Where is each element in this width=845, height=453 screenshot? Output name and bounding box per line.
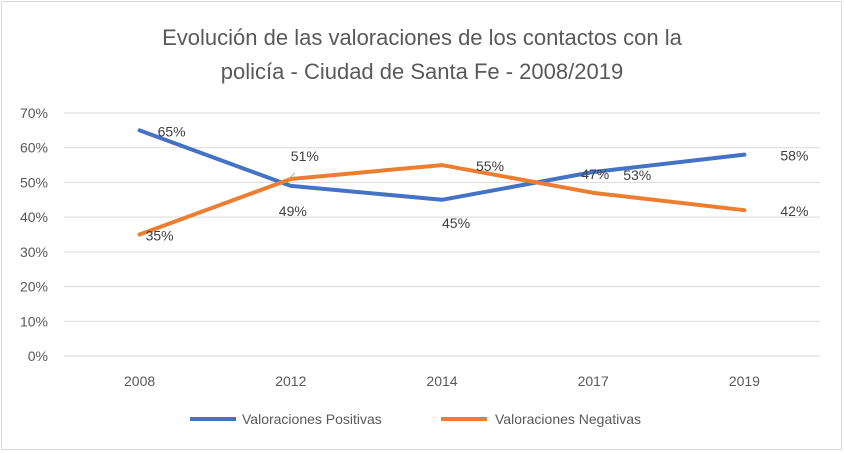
y-tick-label: 20% [20,279,48,295]
x-tick-label: 2008 [124,373,155,389]
x-tick-label: 2012 [275,373,306,389]
data-label: 53% [623,167,651,183]
y-tick-label: 10% [20,313,48,329]
series-line-negativas [137,163,747,237]
legend: Valoraciones Positivas Valoraciones Negat… [190,411,641,427]
y-tick-label: 50% [20,174,48,190]
data-label: 55% [476,158,504,174]
data-label: 58% [780,148,808,164]
x-tick-label: 2017 [578,373,609,389]
legend-label: Valoraciones Negativas [495,411,641,427]
x-tick-label: 2014 [426,373,457,389]
data-label: 47% [581,166,609,182]
y-tick-label: 0% [28,348,48,364]
data-label: 35% [146,228,174,244]
y-tick-label: 40% [20,209,48,225]
gridlines [64,112,820,357]
chart-title-line-1: Evolución de las valoraciones de los con… [162,25,683,50]
series-line-positivas [137,128,747,202]
label-leader-line [287,172,296,181]
data-label: 42% [780,203,808,219]
data-labels: 65% 49% 45% 53% 58% 35% 51% 55% 47% 42% [146,123,809,243]
y-tick-label: 60% [20,140,48,156]
x-tick-label: 2019 [729,373,760,389]
legend-label: Valoraciones Positivas [242,411,382,427]
data-label: 49% [279,203,307,219]
data-label: 45% [442,215,470,231]
series-lines [137,128,747,237]
data-label: 51% [291,148,319,164]
x-axis-ticks: 2008 2012 2014 2017 2019 [124,373,760,389]
y-tick-label: 70% [20,105,48,121]
y-axis-ticks: 0% 10% 20% 30% 40% 50% 60% 70% [20,105,48,364]
chart-title-line-2: policía - Ciudad de Santa Fe - 2008/2019 [221,59,623,84]
y-tick-label: 30% [20,244,48,260]
data-label: 65% [158,123,186,139]
